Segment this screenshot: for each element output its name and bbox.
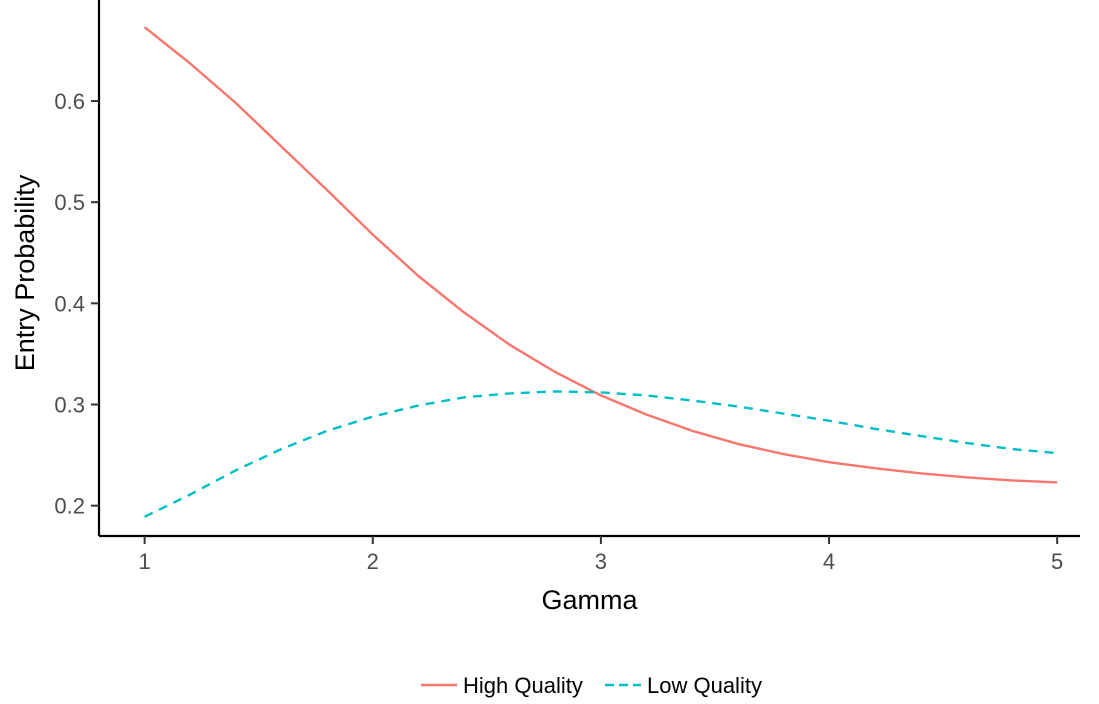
x-tick-label: 5	[1051, 549, 1063, 574]
series-line-high-quality	[143, 26, 1058, 484]
axes: 1 2 3 4 5 0.2 0.3 0.4 0.5 0.6 Gamma Entry Probabili…	[10, 0, 1080, 615]
legend: High Quality Low Quality	[421, 673, 762, 698]
x-tick-label: 2	[367, 549, 379, 574]
legend-label: Low Quality	[647, 673, 762, 698]
x-axis-title: Gamma	[541, 585, 638, 615]
legend-label: High Quality	[463, 673, 583, 698]
x-tick-label: 4	[823, 549, 835, 574]
x-tick-label: 1	[139, 549, 151, 574]
y-tick-label: 0.5	[54, 190, 85, 215]
y-tick-label: 0.2	[54, 494, 85, 519]
series-line-low-quality	[144, 390, 1058, 518]
y-axis-title: Entry Probability	[10, 174, 40, 371]
y-tick-label: 0.6	[54, 89, 85, 114]
y-tick-label: 0.4	[54, 291, 85, 316]
y-tick-label: 0.3	[54, 393, 85, 418]
series-layer	[143, 26, 1058, 518]
x-tick-label: 3	[595, 549, 607, 574]
